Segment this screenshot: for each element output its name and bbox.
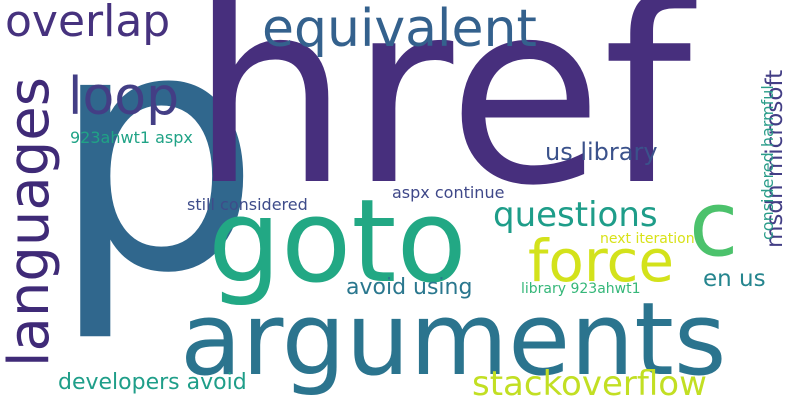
word-developers-avoid: developers avoid <box>58 370 247 395</box>
word-avoid-using: avoid using <box>346 275 473 300</box>
word-overlap: overlap <box>5 0 171 47</box>
word-questions: questions <box>493 195 658 235</box>
word-arguments: arguments <box>180 280 727 398</box>
word-next-iteration: next iteration <box>600 231 695 247</box>
word-href: href <box>190 0 692 241</box>
word-c: c <box>689 172 739 277</box>
word-loop: loop <box>68 67 180 127</box>
word-923ahwt1-aspx: 923ahwt1 aspx <box>70 128 193 147</box>
word-goto: goto <box>208 175 467 309</box>
word-stackoverflow: stackoverflow <box>472 364 707 400</box>
word-force: force <box>528 227 675 295</box>
word-aspx-continue: aspx continue <box>392 183 505 202</box>
word-equivalent: equivalent <box>262 0 537 59</box>
word-languages: languages <box>0 77 62 367</box>
word-p: p <box>50 0 262 346</box>
word-library-923ahwt1: library 923ahwt1 <box>521 281 641 297</box>
word-still-considered: still considered <box>187 195 308 214</box>
word-us-library: us library <box>545 138 658 166</box>
word-considered-harmful: considered harmful <box>758 85 777 240</box>
word-en-us: en us <box>703 266 766 292</box>
